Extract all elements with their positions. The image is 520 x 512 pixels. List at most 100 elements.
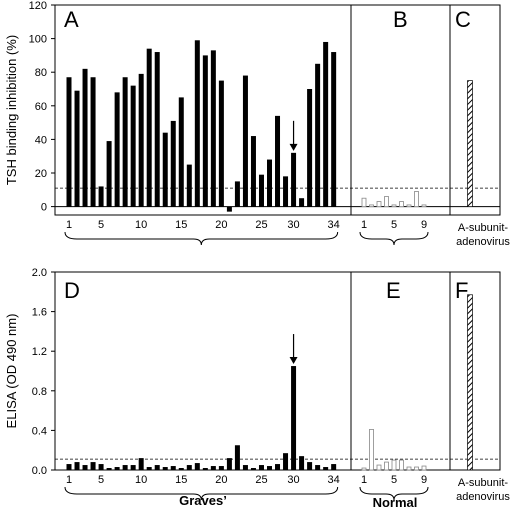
bar-graves-18 — [202, 468, 208, 470]
x-tick-label: 20 — [215, 219, 227, 231]
group-brace — [359, 486, 429, 501]
panel-letter-d: D — [64, 278, 80, 303]
y-tick-label: 2.0 — [32, 267, 47, 279]
bar-normal-1 — [361, 467, 367, 471]
bar-graves-17 — [194, 463, 200, 470]
bar-graves-16 — [186, 164, 192, 207]
y-tick-label: 60 — [35, 101, 47, 113]
bar-normal-4 — [384, 461, 389, 471]
bar-graves-1 — [66, 464, 72, 470]
bar-graves-25 — [258, 174, 264, 207]
group-brace — [64, 231, 339, 246]
tsh-x-axis: 1 5 10 15 20 25 30 34 1 5 9 — [64, 219, 429, 246]
bar-graves-20 — [218, 466, 224, 470]
bar-normal-9 — [421, 204, 427, 207]
bar-normal-3 — [376, 201, 382, 207]
bar-graves-26 — [267, 159, 272, 207]
bar-normal-5 — [391, 459, 397, 471]
panel-letter-c: C — [455, 7, 471, 32]
bar-graves-21 — [226, 206, 232, 212]
bar-graves-16 — [186, 465, 192, 470]
bar-graves-27 — [275, 115, 281, 207]
tsh-y-axis-title: TSH binding inhibition (%) — [4, 35, 19, 185]
bar-graves-10 — [138, 458, 144, 470]
bar-graves-25 — [258, 465, 264, 470]
x-tick-label: 1 — [66, 474, 72, 486]
bar-graves-3 — [82, 68, 88, 207]
y-tick-label: 0.0 — [32, 465, 47, 477]
panel-letter-b: B — [393, 7, 408, 32]
bar-graves-11 — [146, 48, 152, 207]
bar-graves-30 — [299, 456, 305, 470]
x-tick-label: 25 — [255, 219, 267, 231]
bar-graves-7 — [114, 92, 120, 207]
bar-graves-21 — [226, 458, 232, 470]
tsh-y-axis: 0 20 40 60 80 100 120 — [29, 0, 500, 214]
elisa-chart-frame — [54, 271, 501, 471]
bar-graves-30 — [299, 198, 305, 207]
x-tick-label: 9 — [421, 474, 427, 486]
bar-control — [467, 294, 473, 471]
normal-group-label: Normal — [373, 495, 418, 510]
bar-normal-1 — [361, 197, 367, 207]
x-tick-label: 5 — [98, 219, 104, 231]
x-tick-label: 1 — [66, 219, 72, 231]
bar-graves-22 — [234, 445, 240, 470]
bar-graves-28 — [283, 176, 289, 207]
x-tick-label: 15 — [175, 219, 187, 231]
bar-graves-32 — [315, 63, 321, 207]
bar-graves-12 — [154, 52, 160, 207]
bar-graves-13 — [162, 467, 168, 470]
bar-graves-7 — [114, 467, 120, 470]
bar-graves-8 — [122, 465, 128, 470]
x-tick-label: 1 — [361, 474, 367, 486]
y-tick-label: 20 — [35, 168, 47, 180]
control-label-bottom-line1: A-subunit- — [458, 477, 508, 489]
bar-normal-5 — [391, 204, 397, 207]
bar-graves-5 — [98, 186, 104, 207]
tsh-chart-frame — [54, 4, 501, 216]
x-tick-label: 9 — [421, 219, 427, 231]
x-tick-label: 5 — [98, 474, 104, 486]
bar-graves-18 — [202, 55, 208, 207]
bar-graves-33 — [323, 41, 329, 207]
bar-graves-1 — [66, 77, 72, 207]
y-tick-label: 40 — [35, 134, 47, 146]
bar-graves-31 — [307, 89, 313, 207]
bar-graves-6 — [106, 141, 112, 207]
group-brace — [359, 231, 429, 246]
bar-graves-2 — [74, 462, 80, 470]
bar-graves-28 — [283, 453, 289, 470]
x-tick-label: 30 — [287, 474, 299, 486]
bar-graves-4 — [90, 77, 96, 207]
group-brace — [64, 486, 339, 501]
bar-normal-6 — [399, 201, 404, 207]
bar-graves-8 — [122, 77, 128, 207]
bar-graves-12 — [154, 465, 160, 470]
bar-graves-9 — [130, 465, 136, 470]
bar-graves-34 — [331, 52, 337, 207]
y-tick-label: 0.8 — [32, 386, 47, 398]
panel-letter-f: F — [455, 278, 468, 303]
bar-graves-2 — [74, 90, 80, 207]
x-tick-label: 1 — [361, 219, 367, 231]
y-tick-label: 0 — [41, 202, 47, 214]
graves-group-label: Graves’ — [179, 493, 227, 508]
bar-graves-19 — [210, 50, 216, 207]
bar-graves-29 — [291, 366, 297, 470]
y-tick-label: 80 — [35, 67, 47, 79]
x-tick-label: 34 — [328, 474, 340, 486]
bar-normal-4 — [384, 196, 389, 208]
x-tick-label: 20 — [215, 474, 227, 486]
x-tick-label: 15 — [175, 474, 187, 486]
bar-graves-15 — [178, 468, 184, 470]
arrow-head — [289, 357, 298, 365]
control-label-top-line2: adenovirus — [456, 236, 510, 248]
bar-graves-24 — [250, 136, 256, 207]
bar-graves-23 — [242, 465, 248, 470]
control-label-bottom-line2: adenovirus — [456, 491, 510, 503]
x-tick-label: 5 — [391, 474, 397, 486]
bar-graves-27 — [275, 464, 281, 470]
elisa-bars — [55, 294, 500, 471]
